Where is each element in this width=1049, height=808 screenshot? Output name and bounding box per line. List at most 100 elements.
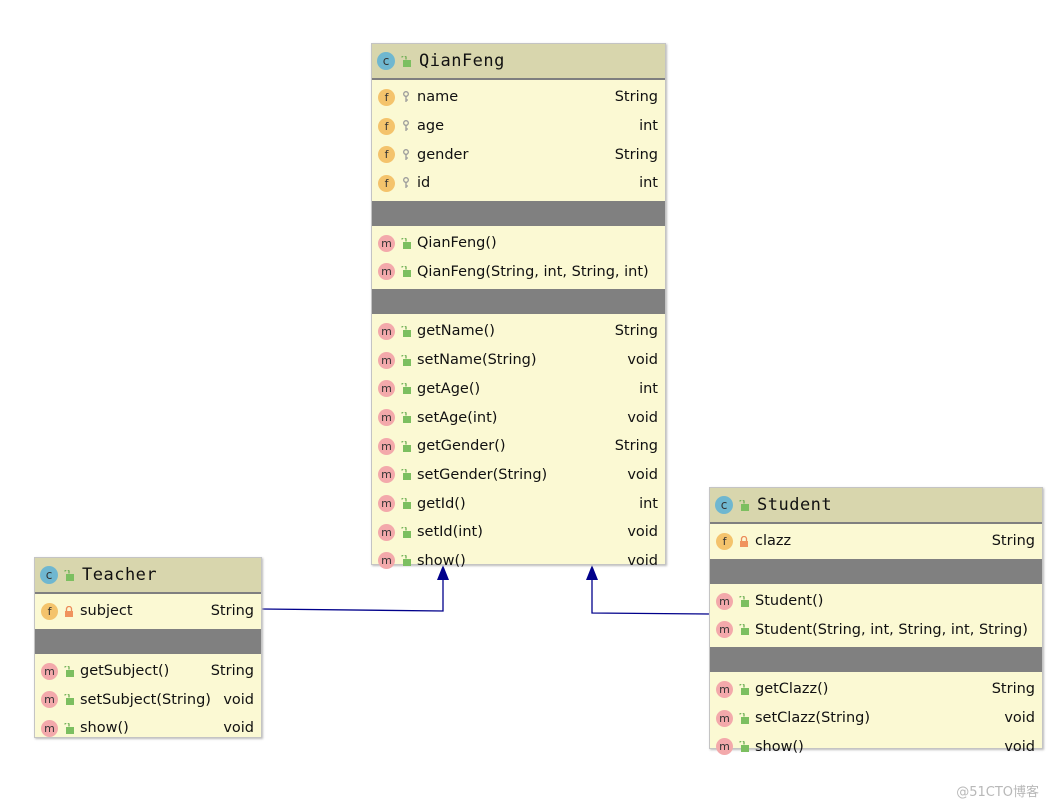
- constructor-row[interactable]: m Student(): [710, 587, 1042, 616]
- section-separator: [710, 647, 1042, 673]
- method-type: String: [991, 681, 1035, 698]
- section-separator: [35, 628, 261, 654]
- field-name: clazz: [755, 533, 792, 550]
- student-inheritance-arrowhead: [586, 565, 598, 580]
- field-type: int: [639, 118, 658, 135]
- public-unlock-icon: [64, 665, 74, 677]
- field-icon: f: [378, 174, 395, 192]
- public-unlock-icon: [401, 354, 411, 366]
- field-row[interactable]: f name String: [372, 83, 665, 112]
- constructor-row[interactable]: m QianFeng(String, int, String, int): [372, 257, 665, 286]
- method-icon: m: [378, 466, 395, 484]
- fields-section: f name String f age int f gender String f id int: [372, 80, 665, 201]
- public-unlock-icon: [401, 440, 411, 452]
- method-icon: m: [41, 662, 58, 680]
- public-unlock-icon: [64, 694, 74, 706]
- public-unlock-icon: [739, 624, 749, 636]
- public-unlock-icon: [401, 266, 411, 278]
- package-visibility-icon: [401, 148, 411, 161]
- method-name: show(): [80, 720, 129, 737]
- field-row[interactable]: f id int: [372, 169, 665, 198]
- method-icon: m: [716, 621, 733, 639]
- class-header[interactable]: c QianFeng: [372, 44, 665, 80]
- public-unlock-icon: [64, 722, 74, 734]
- class-icon: c: [40, 566, 58, 584]
- method-row[interactable]: m setClazz(String) void: [710, 704, 1042, 733]
- method-name: setName(String): [417, 352, 537, 369]
- public-unlock-icon: [739, 595, 749, 607]
- public-unlock-icon: [739, 712, 749, 724]
- method-icon: m: [41, 691, 58, 709]
- method-name: setGender(String): [417, 466, 548, 483]
- method-row[interactable]: m show() void: [372, 547, 665, 576]
- public-unlock-icon: [401, 555, 411, 567]
- field-row[interactable]: f gender String: [372, 140, 665, 169]
- class-header[interactable]: c Student: [710, 488, 1042, 524]
- class-header[interactable]: c Teacher: [35, 558, 261, 594]
- method-row[interactable]: m setName(String) void: [372, 346, 665, 375]
- field-type: String: [991, 533, 1035, 550]
- method-row[interactable]: m show() void: [710, 732, 1042, 761]
- method-icon: m: [378, 552, 395, 570]
- method-icon: m: [378, 234, 395, 252]
- class-box-teacher[interactable]: c Teacher f subject String m getSubject() Strin…: [34, 557, 262, 738]
- method-name: getClazz(): [755, 681, 829, 698]
- method-row[interactable]: m getAge() int: [372, 375, 665, 404]
- method-icon: m: [378, 523, 395, 541]
- public-unlock-icon: [739, 683, 749, 695]
- method-icon: m: [378, 351, 395, 369]
- constructor-row[interactable]: m QianFeng(): [372, 229, 665, 258]
- method-icon: m: [716, 592, 733, 610]
- method-type: String: [614, 438, 658, 455]
- method-row[interactable]: m getName() String: [372, 317, 665, 346]
- method-type: void: [1004, 738, 1035, 755]
- class-name: Student: [757, 495, 833, 515]
- methods-section: m getClazz() String m setClazz(String) void m s…: [710, 672, 1042, 764]
- package-visibility-icon: [401, 120, 411, 132]
- private-lock-icon: [64, 605, 74, 617]
- constructor-row[interactable]: m Student(String, int, String, int, Strin…: [710, 615, 1042, 644]
- field-type: String: [614, 89, 658, 106]
- public-unlock-icon: [401, 55, 411, 67]
- student-inheritance-line[interactable]: [591, 578, 710, 615]
- public-unlock-icon: [739, 741, 749, 753]
- field-name: gender: [417, 146, 469, 163]
- method-name: setClazz(String): [755, 710, 871, 727]
- method-icon: m: [378, 409, 395, 427]
- method-row[interactable]: m getSubject() String: [35, 657, 261, 686]
- method-row[interactable]: m getGender() String: [372, 432, 665, 461]
- class-box-student[interactable]: c Student f clazz String m Student() m Student(S…: [709, 487, 1043, 756]
- method-row[interactable]: m setGender(String) void: [372, 461, 665, 490]
- field-row[interactable]: f clazz String: [710, 527, 1042, 556]
- field-icon: f: [41, 602, 58, 620]
- method-row[interactable]: m setAge(int) void: [372, 403, 665, 432]
- method-name: show(): [417, 552, 466, 569]
- class-box-qianfeng[interactable]: c QianFeng f name String f age int f gender String…: [371, 43, 666, 570]
- method-row[interactable]: m setSubject(String) void: [35, 685, 261, 714]
- methods-section: m getSubject() String m setSubject(String) vo…: [35, 654, 261, 746]
- teacher-inheritance-line[interactable]: [261, 578, 444, 612]
- field-icon: f: [716, 532, 733, 550]
- method-icon: m: [716, 738, 733, 756]
- public-unlock-icon: [401, 325, 411, 337]
- method-row[interactable]: m setId(int) void: [372, 518, 665, 547]
- public-unlock-icon: [401, 237, 411, 249]
- fields-section: f subject String: [35, 594, 261, 629]
- public-unlock-icon: [401, 498, 411, 510]
- field-name: id: [417, 175, 431, 192]
- watermark: @51CTO博客: [956, 785, 1039, 800]
- method-type: void: [627, 352, 658, 369]
- method-name: setSubject(String): [80, 691, 211, 708]
- method-type: int: [639, 495, 658, 512]
- method-icon: m: [378, 322, 395, 340]
- method-row[interactable]: m getId() int: [372, 489, 665, 518]
- field-row[interactable]: f subject String: [35, 597, 261, 626]
- field-name: name: [417, 89, 459, 106]
- public-unlock-icon: [401, 469, 411, 481]
- method-row[interactable]: m show() void: [35, 714, 261, 743]
- method-row[interactable]: m getClazz() String: [710, 675, 1042, 704]
- field-icon: f: [378, 117, 395, 135]
- method-icon: m: [378, 495, 395, 513]
- method-type: void: [223, 720, 254, 737]
- field-row[interactable]: f age int: [372, 112, 665, 141]
